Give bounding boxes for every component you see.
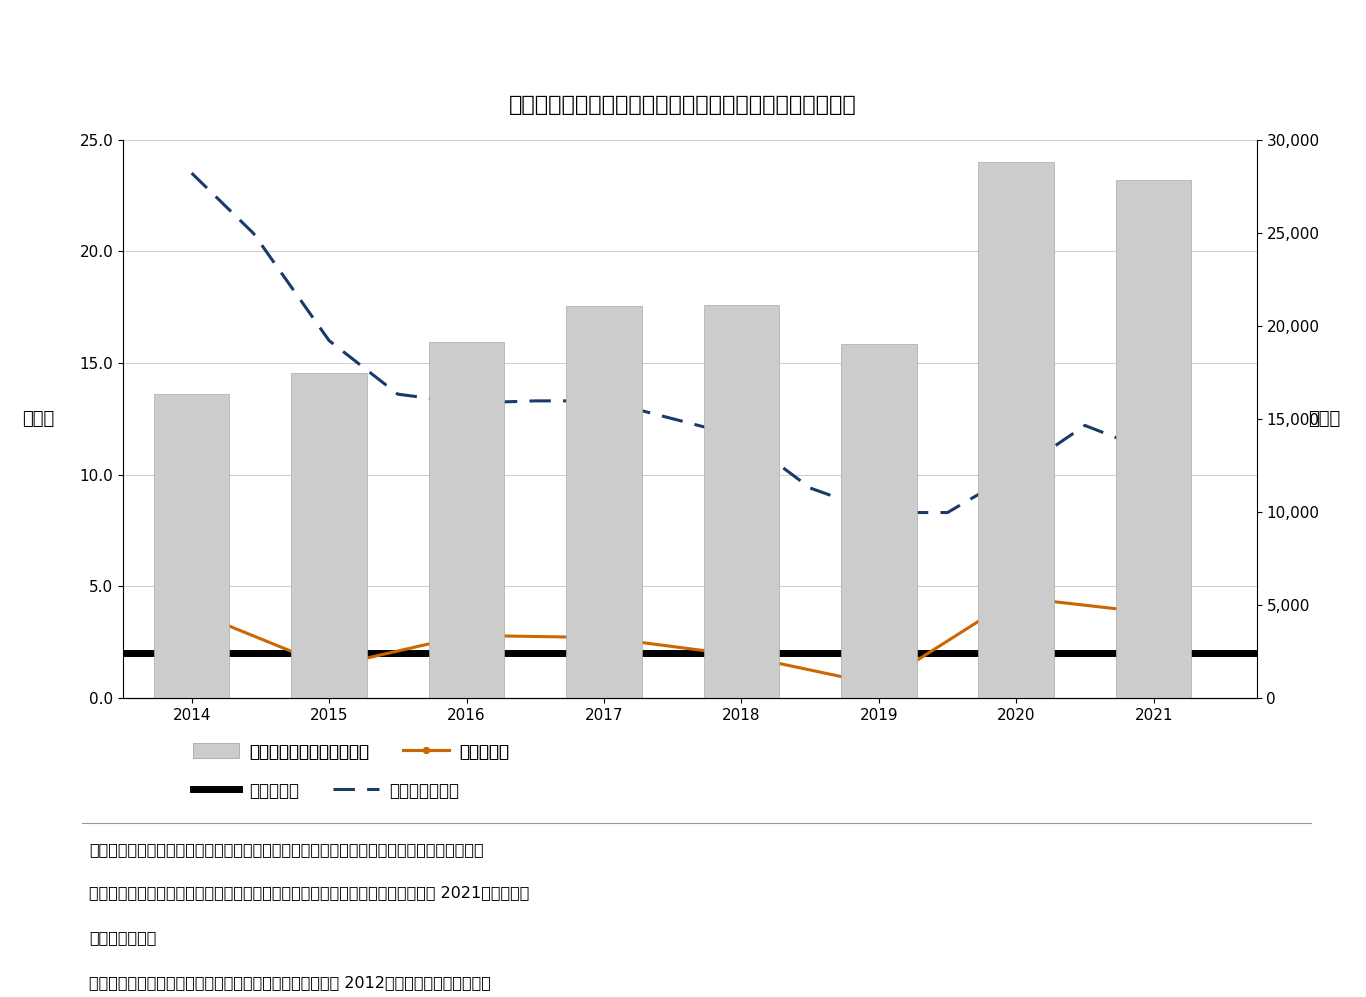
Legend: 日経平均株価（円、右軸）, 運用利回り: 日経平均株価（円、右軸）, 運用利回り xyxy=(186,736,516,768)
Bar xyxy=(154,394,229,698)
Text: （％）: （％） xyxy=(22,410,55,428)
Bar xyxy=(566,306,642,698)
Bar xyxy=(841,344,917,698)
Text: 【図表５】企業型ＤＣの加入来運用利回り　（％、左軸）: 【図表５】企業型ＤＣの加入来運用利回り （％、左軸） xyxy=(510,95,856,115)
Text: （円）: （円） xyxy=(1309,410,1341,428)
Bar xyxy=(291,373,367,698)
Text: 注２：想定利回りは企業年金連合会／確定拠出年金に関する実態調査（概要）の 2021（令和３）: 注２：想定利回りは企業年金連合会／確定拠出年金に関する実態調査（概要）の 202… xyxy=(89,885,529,900)
Legend: 想定利回り, 日経平均上昇率: 想定利回り, 日経平均上昇率 xyxy=(186,775,466,807)
Bar xyxy=(703,305,779,698)
Text: 年度決算分: 年度決算分 xyxy=(89,930,156,945)
Text: 注１：運用利回りは企業年金連合会／確定拠出年金に関する実態調査（概要）の各年度数値: 注１：運用利回りは企業年金連合会／確定拠出年金に関する実態調査（概要）の各年度数… xyxy=(89,842,484,857)
Bar xyxy=(978,162,1055,698)
Bar xyxy=(1116,180,1191,698)
Text: 注３：日経平均株価は日経平均プロフィルより。上昇率は 2012年３月末を起点に計算。: 注３：日経平均株価は日経平均プロフィルより。上昇率は 2012年３月末を起点に計… xyxy=(89,975,490,990)
Bar xyxy=(429,342,504,698)
